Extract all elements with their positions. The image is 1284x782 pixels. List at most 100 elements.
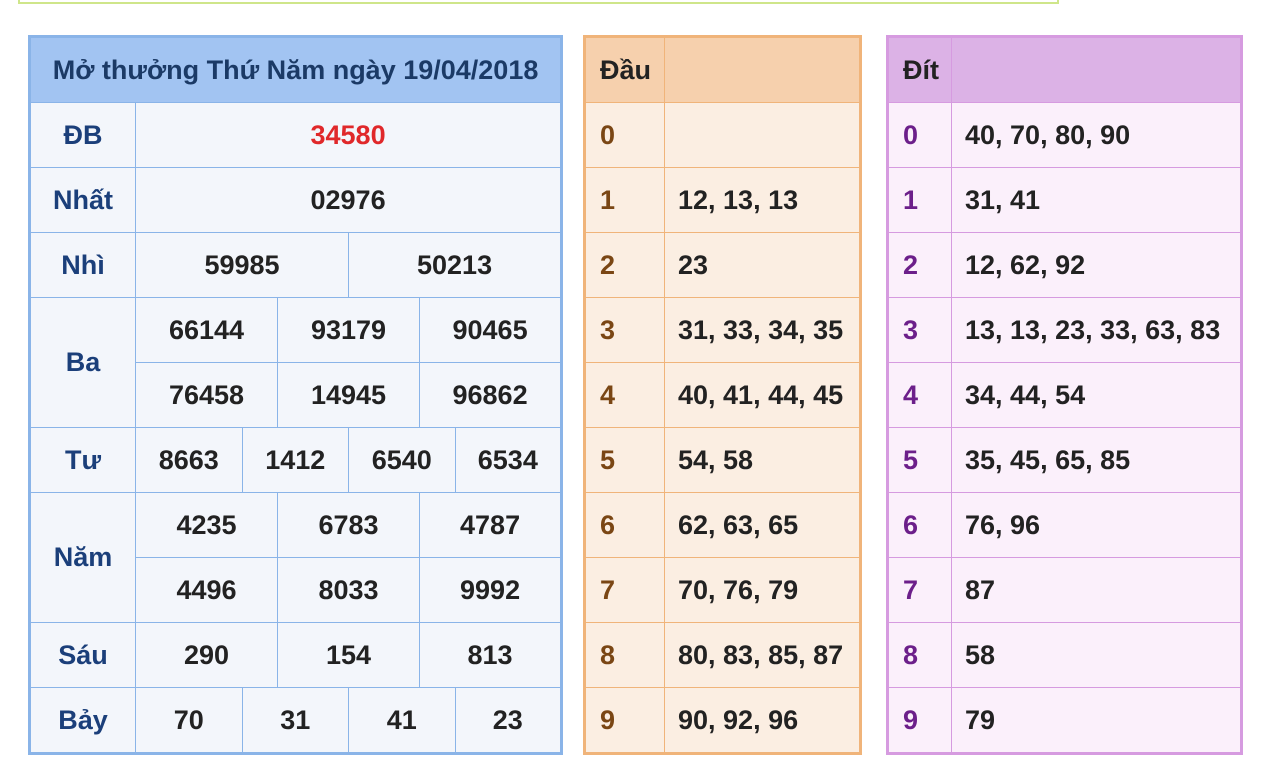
prize-value: 76458 [135, 362, 278, 428]
prize-row-db: ĐB 34580 [29, 102, 563, 168]
dau-row: 0 [584, 102, 861, 168]
prize-value: 41 [348, 687, 456, 754]
prize-label-tu: Tư [29, 427, 136, 493]
prize-row-tu: Tư 8663 1412 6540 6534 [29, 427, 563, 493]
dit-digit: 8 [887, 622, 952, 688]
prize-row-nhat: Nhất 02976 [29, 167, 563, 233]
prize-value: 59985 [135, 232, 349, 298]
dit-row: 1 31, 41 [887, 167, 1242, 233]
dau-row: 1 12, 13, 13 [584, 167, 861, 233]
dit-header-empty [951, 36, 1242, 103]
dau-values: 80, 83, 85, 87 [664, 622, 861, 688]
dit-row: 7 87 [887, 557, 1242, 623]
prize-value: 6540 [348, 427, 456, 493]
prize-value: 8663 [135, 427, 243, 493]
dit-digit: 9 [887, 687, 952, 754]
dau-digit: 2 [584, 232, 665, 298]
dau-values [664, 102, 861, 168]
dit-values: 12, 62, 92 [951, 232, 1242, 298]
prize-row-bay: Bảy 70 31 41 23 [29, 687, 563, 754]
prize-value: 02976 [134, 167, 563, 233]
dit-digit: 0 [887, 102, 952, 168]
prize-label-nam: Năm [29, 492, 136, 623]
dau-row: 3 31, 33, 34, 35 [584, 297, 861, 363]
dit-digit: 2 [887, 232, 952, 298]
results-table: Mở thưởng Thứ Năm ngày 19/04/2018 ĐB 345… [28, 35, 564, 755]
dau-values: 23 [664, 232, 861, 298]
dau-values: 62, 63, 65 [664, 492, 861, 558]
top-border-bar [18, 0, 1059, 4]
dau-values: 70, 76, 79 [664, 557, 861, 623]
dit-header: Đít [887, 36, 952, 103]
prize-label-db: ĐB [29, 102, 136, 168]
prize-value: 4235 [135, 492, 278, 558]
prize-value: 96862 [418, 362, 563, 428]
prize-label-bay: Bảy [29, 687, 136, 754]
prize-value: 6534 [454, 427, 563, 493]
dau-row: 2 23 [584, 232, 861, 298]
prize-value: 23 [454, 687, 563, 754]
dit-values: 87 [951, 557, 1242, 623]
dau-digit: 5 [584, 427, 665, 493]
dit-values: 76, 96 [951, 492, 1242, 558]
dit-digit: 5 [887, 427, 952, 493]
dau-row: 5 54, 58 [584, 427, 861, 493]
dau-values: 40, 41, 44, 45 [664, 362, 861, 428]
dau-digit: 6 [584, 492, 665, 558]
prize-value: 14945 [277, 362, 420, 428]
prize-value: 93179 [277, 297, 420, 363]
prize-value: 66144 [135, 297, 278, 363]
dau-values: 31, 33, 34, 35 [664, 297, 861, 363]
results-title: Mở thưởng Thứ Năm ngày 19/04/2018 [28, 36, 563, 103]
dau-digit: 9 [584, 687, 665, 754]
dit-row: 2 12, 62, 92 [887, 232, 1242, 298]
dit-digit: 4 [887, 362, 952, 428]
prize-label-sau: Sáu [29, 622, 136, 688]
prize-value: 70 [135, 687, 243, 754]
prize-value: 31 [241, 687, 349, 754]
dit-row: 5 35, 45, 65, 85 [887, 427, 1242, 493]
dit-digit: 7 [887, 557, 952, 623]
prize-label-nhat: Nhất [29, 167, 136, 233]
prize-value: 50213 [347, 232, 563, 298]
dau-digit: 8 [584, 622, 665, 688]
dau-row: 7 70, 76, 79 [584, 557, 861, 623]
dit-row: 4 34, 44, 54 [887, 362, 1242, 428]
prize-value: 8033 [277, 557, 420, 623]
prize-value: 9992 [418, 557, 563, 623]
dit-values: 13, 13, 23, 33, 63, 83 [951, 297, 1242, 363]
dit-values: 34, 44, 54 [951, 362, 1242, 428]
prize-value: 813 [418, 622, 563, 688]
dit-row: 8 58 [887, 622, 1242, 688]
dau-values: 12, 13, 13 [664, 167, 861, 233]
dit-digit: 6 [887, 492, 952, 558]
prize-row-nam: Năm 4235 6783 4787 [29, 492, 563, 623]
dau-header-empty [664, 36, 861, 103]
dit-values: 58 [951, 622, 1242, 688]
dit-header-row: Đít [887, 36, 1242, 103]
dau-values: 54, 58 [664, 427, 861, 493]
dau-digit: 0 [584, 102, 665, 168]
prize-row-nam-2: 4496 8033 9992 [30, 557, 563, 623]
dau-row: 9 90, 92, 96 [584, 687, 861, 754]
prize-row-ba-2: 76458 14945 96862 [30, 362, 563, 428]
dit-digit: 1 [887, 167, 952, 233]
dit-row: 6 76, 96 [887, 492, 1242, 558]
prize-label-ba: Ba [29, 297, 136, 428]
dau-values: 90, 92, 96 [664, 687, 861, 754]
prize-value: 290 [135, 622, 278, 688]
dit-digit: 3 [887, 297, 952, 363]
dau-row: 6 62, 63, 65 [584, 492, 861, 558]
dau-digit: 1 [584, 167, 665, 233]
dit-values: 79 [951, 687, 1242, 754]
prize-value: 90465 [418, 297, 563, 363]
prize-value: 4496 [135, 557, 278, 623]
dau-row: 8 80, 83, 85, 87 [584, 622, 861, 688]
prize-label-nhi: Nhì [29, 232, 136, 298]
prize-value: 34580 [134, 102, 563, 168]
prize-row-nhi: Nhì 59985 50213 [29, 232, 563, 298]
dit-values: 31, 41 [951, 167, 1242, 233]
prize-value: 4787 [418, 492, 563, 558]
prize-value: 154 [277, 622, 420, 688]
